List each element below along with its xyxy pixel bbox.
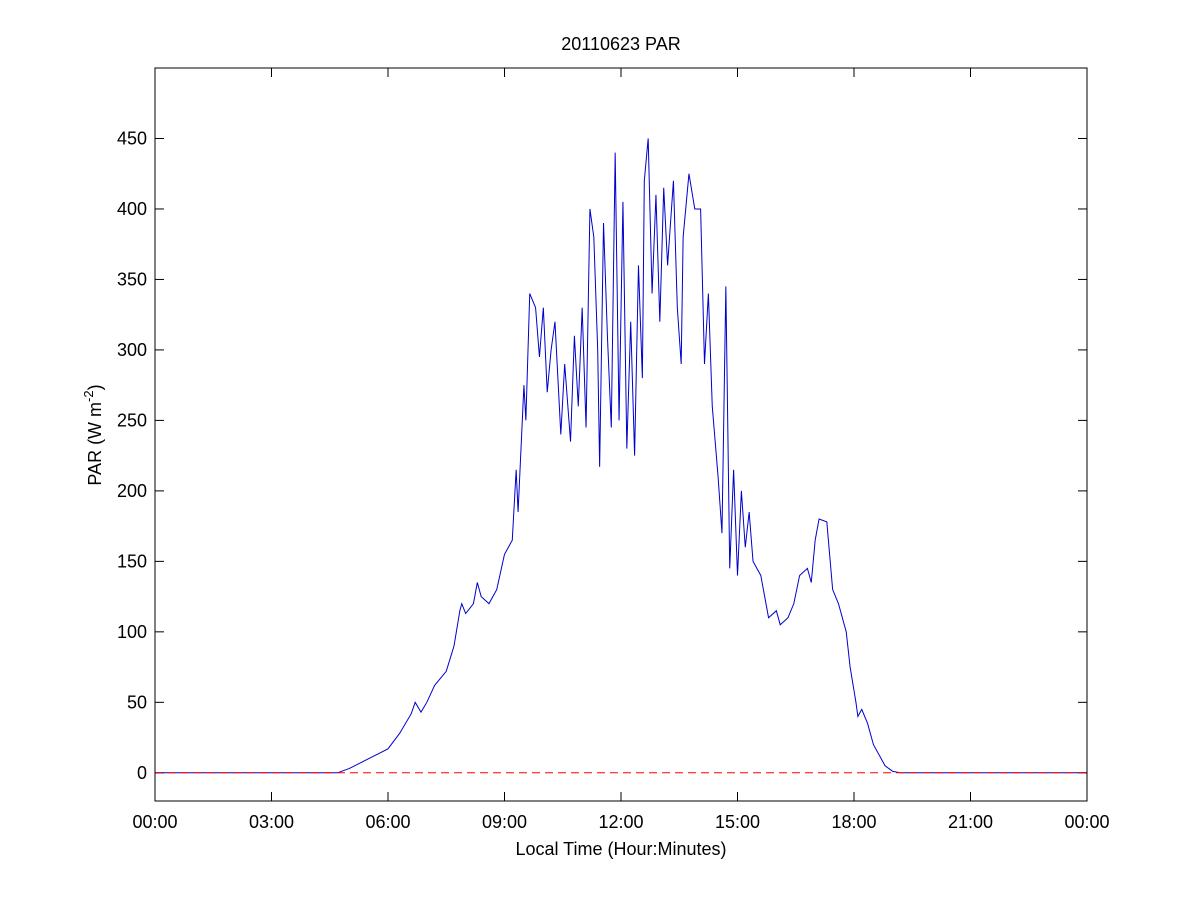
y-tick-label: 400 [117,199,147,219]
y-label-suffix: ) [85,384,105,390]
x-tick-label: 00:00 [1064,812,1109,832]
y-label-text: PAR (W m [85,402,105,486]
y-tick-label: 0 [137,763,147,783]
y-tick-label: 200 [117,481,147,501]
x-tick-label: 15:00 [715,812,760,832]
x-tick-label: 00:00 [132,812,177,832]
x-tick-label: 21:00 [948,812,993,832]
x-tick-label: 18:00 [831,812,876,832]
y-tick-label: 250 [117,410,147,430]
y-tick-label: 100 [117,622,147,642]
y-tick-label: 300 [117,340,147,360]
y-tick-label: 50 [127,692,147,712]
y-tick-label: 150 [117,551,147,571]
x-tick-label: 12:00 [598,812,643,832]
y-axis-label: PAR (W m-2) [81,384,105,485]
chart-title: 20110623 PAR [561,34,680,54]
y-tick-label: 350 [117,269,147,289]
x-axis-label: Local Time (Hour:Minutes) [515,839,726,859]
y-label-superscript: -2 [81,390,96,402]
data-line [155,138,1087,774]
x-tick-label: 06:00 [365,812,410,832]
x-tick-label: 09:00 [482,812,527,832]
plot-frame [154,67,1088,802]
x-tick-label: 03:00 [249,812,294,832]
y-tick-label: 450 [117,128,147,148]
